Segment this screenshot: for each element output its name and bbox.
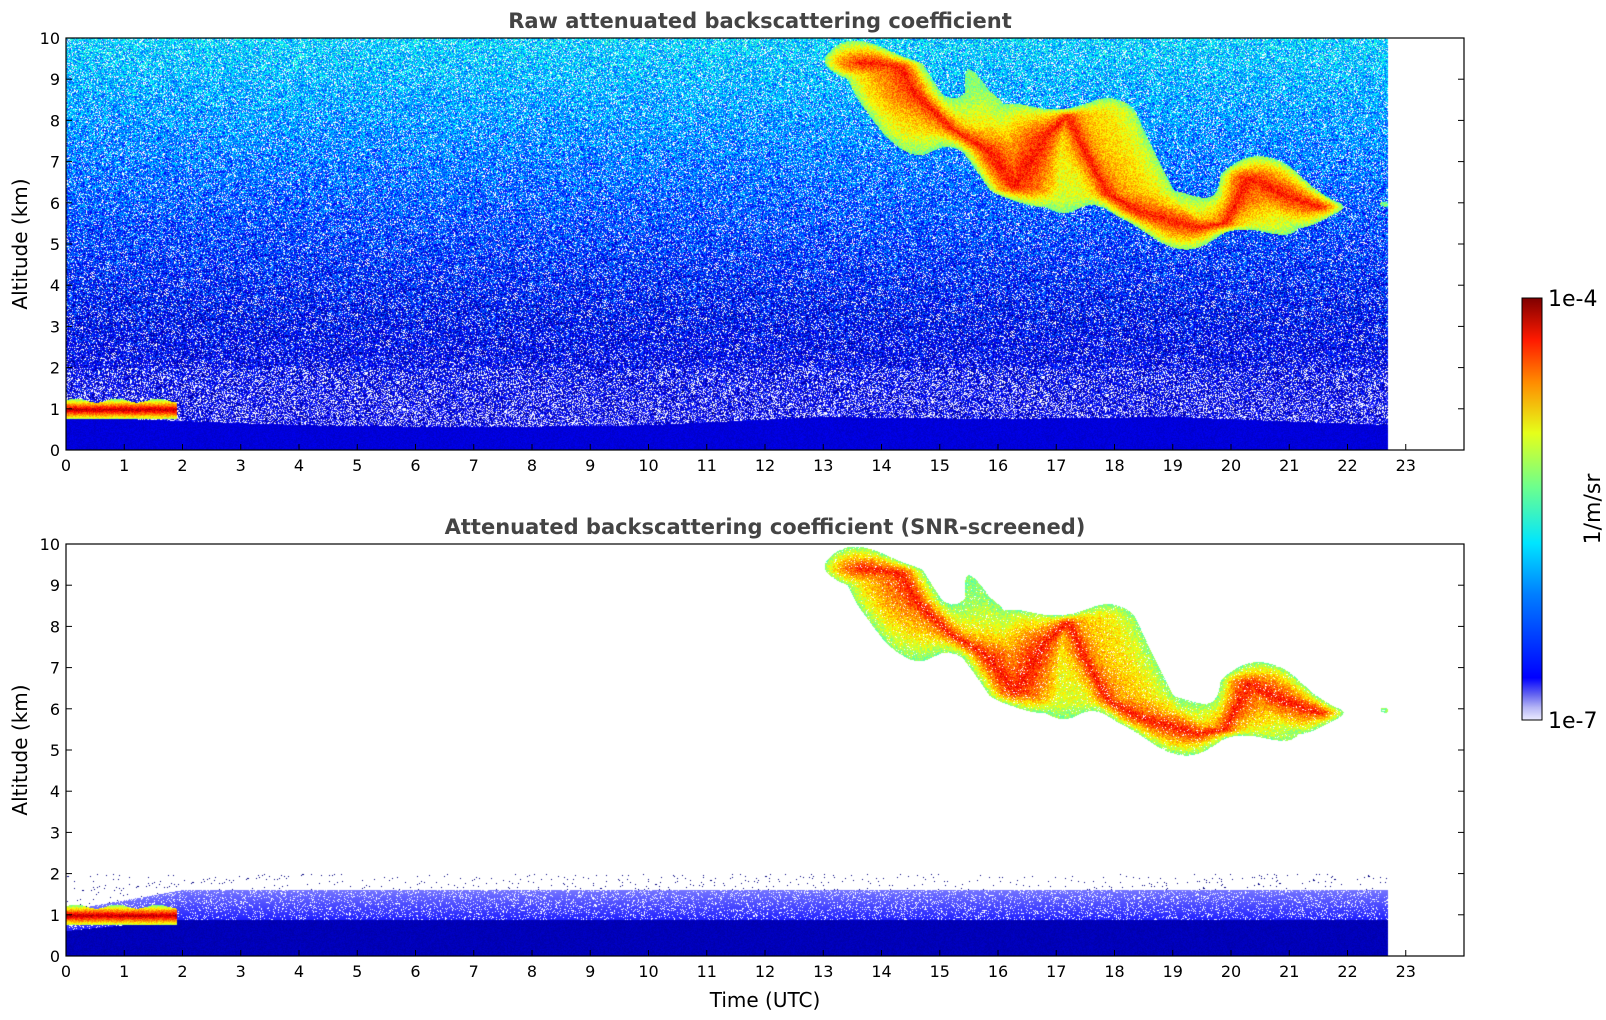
panel-raw-xtick-label: 15: [930, 456, 950, 475]
panel-raw-xtick-label: 13: [813, 456, 833, 475]
panel-screened-ytick-label: 4: [50, 782, 60, 801]
panel-screened-ytick-label: 0: [50, 947, 60, 966]
panel-screened-xtick-label: 22: [1337, 962, 1357, 981]
panel-raw: Raw attenuated backscattering coefficien…: [8, 9, 1465, 475]
panel-screened-ytick-label: 1: [50, 906, 60, 925]
panel-screened-ytick-label: 6: [50, 700, 60, 719]
colorbar-max-label: 1e-4: [1548, 287, 1597, 312]
panel-screened-xtick-label: 21: [1279, 962, 1299, 981]
panel-screened-xtick-label: 17: [1046, 962, 1066, 981]
panel-raw-ytick-label: 0: [50, 441, 60, 460]
colorbar-scale: [1521, 297, 1543, 721]
panel-screened-heatmap-wrap: [66, 544, 1464, 956]
panel-screened-heatmap: [66, 544, 1464, 956]
panel-raw-heatmap: [66, 38, 1464, 450]
panel-raw-ytick-label: 1: [50, 400, 60, 419]
panel-screened-xtick-label: 1: [119, 962, 129, 981]
panel-raw-ytick-label: 5: [50, 235, 60, 254]
panel-screened-xtick-label: 9: [585, 962, 595, 981]
panel-screened-xtick-label: 18: [1104, 962, 1124, 981]
panel-screened-ticks: 0 1 2 3 4 5 6 7 8 9 10 11 12 13 14 15 16 17 18 19 20 21 22 2301…: [40, 535, 1464, 981]
panel-raw-ytick-label: 10: [40, 29, 60, 48]
panel-screened-xtick-label: 23: [1396, 962, 1416, 981]
panel-screened-xtick-label: 12: [755, 962, 775, 981]
panel-screened-xtick-label: 10: [638, 962, 658, 981]
panel-raw-xtick-label: 8: [527, 456, 537, 475]
panel-screened-xtick-label: 20: [1221, 962, 1241, 981]
panel-raw-xtick-label: 7: [469, 456, 479, 475]
panel-raw-xtick-label: 0: [61, 456, 71, 475]
panel-raw-xtick-label: 23: [1396, 456, 1416, 475]
panel-screened-xtick-label: 14: [871, 962, 891, 981]
panel-screened-xtick-label: 11: [697, 962, 717, 981]
panel-screened-ytick-label: 2: [50, 865, 60, 884]
panel-screened-xtick-label: 6: [410, 962, 420, 981]
panel-raw-xtick-label: 21: [1279, 456, 1299, 475]
panel-raw-xtick-label: 6: [410, 456, 420, 475]
panel-screened-xtick-label: 3: [236, 962, 246, 981]
panel-raw-ytick-label: 9: [50, 70, 60, 89]
panel-screened-ytick-label: 10: [40, 535, 60, 554]
panel-raw-ytick-label: 7: [50, 153, 60, 172]
panel-raw-xtick-label: 20: [1221, 456, 1241, 475]
panel-screened-xtick-label: 8: [527, 962, 537, 981]
colorbar-unit-label: 1/m/sr: [1581, 473, 1606, 545]
panel-screened-ytick-label: 5: [50, 741, 60, 760]
panel-screened-ytick-label: 9: [50, 576, 60, 595]
panel-screened-xtick-label: 2: [177, 962, 187, 981]
panel-raw-xtick-label: 22: [1337, 456, 1357, 475]
panel-raw-xtick-label: 12: [755, 456, 775, 475]
panel-screened-ytick-label: 7: [50, 659, 60, 678]
panel-raw-frame: [65, 37, 1465, 451]
panel-screened-xtick-label: 5: [352, 962, 362, 981]
panel-screened-title: Attenuated backscattering coefficient (S…: [445, 515, 1086, 539]
panel-raw-heatmap-wrap: [66, 38, 1464, 450]
panel-raw-xtick-label: 18: [1104, 456, 1124, 475]
panel-raw-xtick-label: 10: [638, 456, 658, 475]
panel-raw-ytick-label: 6: [50, 194, 60, 213]
panel-screened-xtick-label: 19: [1163, 962, 1183, 981]
panel-raw-xtick-label: 9: [585, 456, 595, 475]
panel-raw-xtick-label: 16: [988, 456, 1008, 475]
panel-screened-xtick-label: 7: [469, 962, 479, 981]
panel-screened-xlabel: Time (UTC): [709, 988, 821, 1012]
panel-raw-xtick-label: 1: [119, 456, 129, 475]
panel-raw-xtick-label: 2: [177, 456, 187, 475]
panel-raw-xtick-label: 4: [294, 456, 304, 475]
panel-raw-ticks: 0 1 2 3 4 5 6 7 8 9 10 11 12 13 14 15 16 17 18 19 20 21 22 2301…: [40, 29, 1464, 475]
panel-raw-xtick-label: 11: [697, 456, 717, 475]
panel-raw-ytick-label: 4: [50, 276, 60, 295]
panel-raw-ytick-label: 2: [50, 359, 60, 378]
panel-screened-xtick-label: 4: [294, 962, 304, 981]
panel-raw-xtick-label: 19: [1163, 456, 1183, 475]
panel-screened: Attenuated backscattering coefficient (S…: [8, 515, 1465, 1012]
panel-screened-ytick-label: 3: [50, 823, 60, 842]
panel-screened-frame: [65, 543, 1465, 957]
panel-raw-title: Raw attenuated backscattering coefficien…: [508, 9, 1012, 33]
panel-screened-xtick-label: 15: [930, 962, 950, 981]
colorbar: 1e-4 1e-7 1/m/sr: [1521, 287, 1606, 734]
panel-raw-xtick-label: 17: [1046, 456, 1066, 475]
panel-raw-ytick-label: 3: [50, 317, 60, 336]
panel-screened-xtick-label: 13: [813, 962, 833, 981]
panel-raw-ylabel: Altitude (km): [8, 178, 32, 309]
panel-raw-xtick-label: 3: [236, 456, 246, 475]
panel-raw-ytick-label: 8: [50, 111, 60, 130]
panel-raw-xtick-label: 14: [871, 456, 891, 475]
panel-screened-xtick-label: 0: [61, 962, 71, 981]
panel-screened-xtick-label: 16: [988, 962, 1008, 981]
panel-screened-ylabel: Altitude (km): [8, 684, 32, 815]
colorbar-min-label: 1e-7: [1548, 709, 1597, 734]
panel-raw-xtick-label: 5: [352, 456, 362, 475]
panel-screened-ytick-label: 8: [50, 617, 60, 636]
